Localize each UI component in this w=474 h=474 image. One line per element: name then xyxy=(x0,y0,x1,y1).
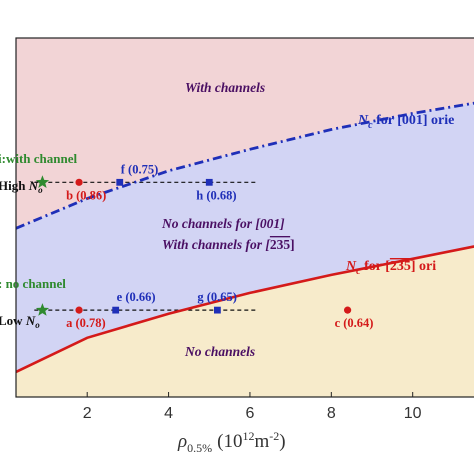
region-no-channels-001 xyxy=(16,103,474,372)
point-marker-3 xyxy=(75,306,83,314)
region-labels: With channels No channels for [001] With… xyxy=(161,80,295,359)
star-marker xyxy=(35,175,50,188)
label-nc-235: Nc for [235] ori xyxy=(345,259,436,277)
point-marker-2 xyxy=(205,178,213,186)
point-label-3: a (0.78) xyxy=(66,316,106,330)
overlined-235: 235 xyxy=(270,237,291,252)
region-no-channels xyxy=(16,246,474,397)
point-label-0: b (0.86) xyxy=(66,188,106,202)
point-label-2: h (0.68) xyxy=(196,188,236,202)
x-tick-label: 10 xyxy=(404,405,422,422)
label-bottom-left: : no channel xyxy=(0,276,66,291)
point-marker-6 xyxy=(343,306,352,314)
x-axis-label: ρ0.5% (1012m-2) xyxy=(177,429,286,455)
point-label-5: g (0.65) xyxy=(197,290,237,304)
label-top-left: i:with channel xyxy=(0,151,77,166)
curve-nc-001 xyxy=(15,101,474,230)
star-marker xyxy=(35,303,50,316)
regions-layer xyxy=(16,38,474,397)
label-high-no: High No xyxy=(0,178,43,195)
data-points: b (0.86) f (0.75) h (0.68) a (0.78) e (0.66)… xyxy=(35,162,374,330)
x-tick-label: 8 xyxy=(327,405,336,422)
point-marker-1 xyxy=(116,178,124,186)
label-with-channels-235: With channels for [235] xyxy=(162,237,295,252)
point-marker-4 xyxy=(112,306,120,314)
side-labels: i:with channel High No : no channel Low … xyxy=(0,151,77,330)
label-nc-001: Nc for [001] orie xyxy=(357,113,454,131)
curve-labels: Nc for [001] orie Nc for [235] ori xyxy=(345,113,454,277)
point-label-4: e (0.66) xyxy=(117,290,156,304)
x-tick-label: 4 xyxy=(164,405,173,422)
label-no-channels: No channels xyxy=(184,344,255,359)
x-tick-label: 2 xyxy=(83,405,92,422)
reference-lines xyxy=(34,181,259,311)
curve-nc-235 xyxy=(15,245,474,374)
label-no-channels-001: No channels for [001] xyxy=(161,216,285,231)
boundary-curves xyxy=(15,101,474,374)
point-marker-0 xyxy=(75,178,83,186)
point-marker-5 xyxy=(213,306,221,314)
label-low-no: Low No xyxy=(0,313,40,330)
region-with-channels xyxy=(16,38,474,229)
plot-frame xyxy=(15,37,474,398)
x-tick-label: 6 xyxy=(245,405,254,422)
label-with-channels: With channels xyxy=(185,80,265,95)
point-label-1: f (0.75) xyxy=(121,162,158,176)
point-label-6: c (0.64) xyxy=(335,316,374,330)
x-axis-ticks: 2 4 6 8 10 xyxy=(83,392,422,422)
